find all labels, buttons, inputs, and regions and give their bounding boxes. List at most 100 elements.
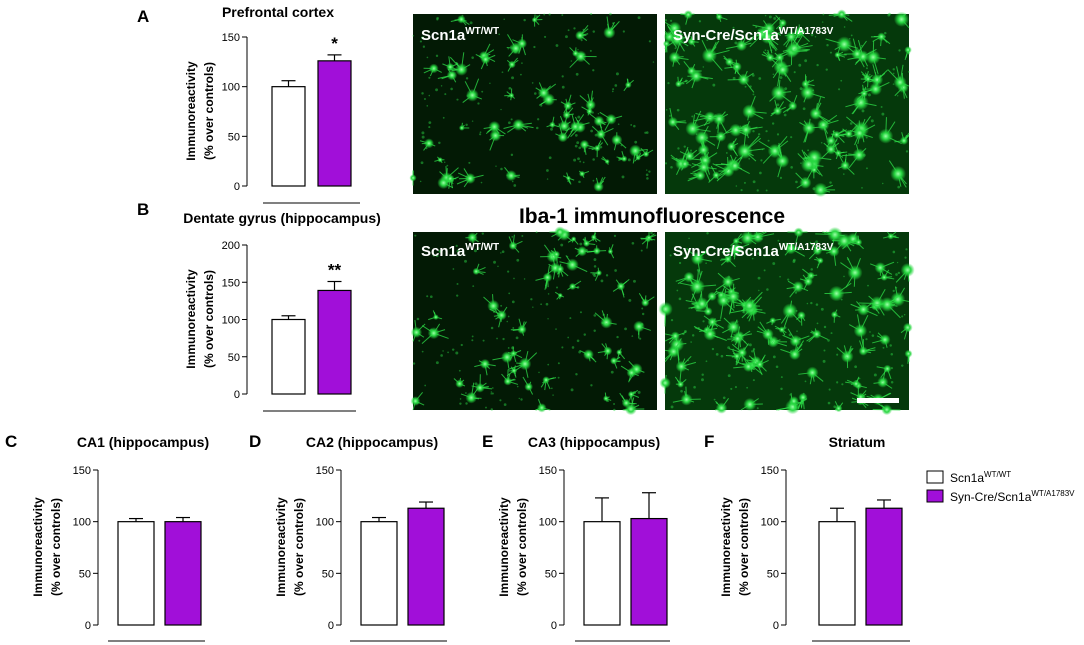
cell-body bbox=[552, 250, 561, 258]
fluorescent-speck bbox=[758, 289, 760, 292]
fluorescent-speck bbox=[669, 19, 673, 22]
cell-body bbox=[729, 123, 743, 137]
fluorescent-speck bbox=[624, 327, 627, 331]
fluorescent-speck bbox=[670, 405, 674, 409]
fluorescent-speck bbox=[637, 16, 641, 20]
fluorescent-speck bbox=[796, 330, 798, 332]
cell-body bbox=[772, 106, 783, 116]
fluorescent-speck bbox=[678, 261, 682, 265]
fluorescent-speck bbox=[456, 294, 459, 297]
cell-body bbox=[555, 264, 565, 274]
y-tick-label: 0 bbox=[85, 620, 91, 632]
fluorescent-speck bbox=[764, 254, 767, 257]
cell-body bbox=[803, 276, 813, 287]
fluorescent-speck bbox=[537, 118, 540, 121]
fluorescent-speck bbox=[870, 119, 874, 123]
fluorescent-speck bbox=[602, 313, 605, 317]
cell-body bbox=[542, 376, 550, 384]
fluorescent-speck bbox=[429, 328, 433, 332]
cell-body bbox=[715, 402, 728, 414]
fluorescent-speck bbox=[689, 149, 693, 152]
cell-body bbox=[518, 357, 532, 371]
fluorescent-speck bbox=[836, 353, 839, 356]
fluorescent-speck bbox=[426, 295, 429, 298]
cell-body bbox=[732, 333, 743, 344]
bar-control bbox=[271, 86, 306, 187]
fluorescent-speck bbox=[593, 314, 597, 317]
fluorescent-speck bbox=[530, 298, 533, 301]
fluorescent-speck bbox=[682, 332, 685, 336]
y-axis-label: Immunoreactivity bbox=[184, 61, 198, 161]
fluorescent-speck bbox=[727, 346, 731, 349]
fluorescent-speck bbox=[507, 270, 510, 273]
cell-body bbox=[667, 116, 679, 128]
fluorescent-speck bbox=[498, 33, 501, 36]
cell-body bbox=[569, 121, 581, 132]
chart-ca2: CA2 (hippocampus) Immunoreactivity (% over… bbox=[274, 434, 447, 642]
fluorescent-speck bbox=[456, 249, 460, 253]
fluorescent-speck bbox=[815, 303, 819, 306]
fluorescent-speck bbox=[779, 29, 782, 32]
fluorescent-speck bbox=[555, 328, 557, 330]
fluorescent-speck bbox=[440, 85, 443, 87]
cell-body bbox=[762, 328, 774, 341]
fluorescent-speck bbox=[732, 348, 735, 351]
cell-body bbox=[735, 39, 748, 52]
fluorescent-speck bbox=[680, 160, 683, 163]
fluorescent-speck bbox=[851, 268, 855, 271]
fluorescent-speck bbox=[630, 369, 633, 372]
fluorescent-speck bbox=[757, 276, 761, 280]
y-tick-label: 200 bbox=[222, 240, 240, 252]
cell-body bbox=[788, 396, 799, 407]
significance-marker: * bbox=[331, 34, 338, 53]
fluorescent-speck bbox=[684, 255, 687, 258]
fluorescent-speck bbox=[712, 83, 716, 87]
fluorescent-speck bbox=[733, 333, 735, 336]
fluorescent-speck bbox=[535, 231, 538, 234]
fluorescent-speck bbox=[735, 185, 738, 187]
fluorescent-speck bbox=[593, 274, 597, 278]
fluorescent-speck bbox=[806, 128, 809, 131]
cell-body bbox=[437, 157, 443, 163]
fluorescent-speck bbox=[758, 77, 762, 80]
fluorescent-speck bbox=[715, 402, 718, 405]
fluorescent-speck bbox=[646, 177, 649, 180]
fluorescent-speck bbox=[804, 59, 808, 63]
fluorescent-speck bbox=[734, 41, 738, 45]
cell-body bbox=[877, 32, 886, 42]
fluorescent-speck bbox=[817, 263, 820, 266]
fluorescent-speck bbox=[905, 248, 908, 251]
fluorescent-speck bbox=[890, 380, 894, 384]
cell-body bbox=[501, 351, 513, 364]
cell-body bbox=[558, 120, 570, 132]
cell-body bbox=[742, 298, 757, 313]
fluorescent-speck bbox=[702, 320, 705, 323]
fluorescent-speck bbox=[570, 60, 573, 62]
fluorescent-speck bbox=[550, 127, 553, 131]
cell-body bbox=[593, 144, 601, 152]
fluorescent-speck bbox=[680, 389, 683, 393]
legend: Scn1aWT/WT Syn-Cre/Scn1aWT/A1783V bbox=[926, 470, 1075, 504]
cell-body bbox=[775, 52, 785, 63]
fluorescent-speck bbox=[881, 112, 885, 116]
fluorescent-speck bbox=[702, 66, 705, 68]
fluorescent-speck bbox=[735, 320, 739, 323]
fluorescent-speck bbox=[880, 106, 883, 108]
cell-body bbox=[703, 307, 713, 316]
fluorescent-speck bbox=[455, 244, 458, 247]
fluorescent-speck bbox=[609, 12, 612, 16]
fluorescent-speck bbox=[418, 339, 421, 342]
y-axis-label: Immunoreactivity bbox=[274, 497, 288, 597]
fluorescent-speck bbox=[560, 243, 564, 247]
cell-body bbox=[675, 360, 688, 373]
y-tick-label: 100 bbox=[222, 82, 240, 94]
fluorescent-speck bbox=[574, 134, 578, 137]
fluorescent-speck bbox=[480, 181, 483, 184]
panel-letter-d: D bbox=[249, 432, 261, 451]
fluorescent-speck bbox=[727, 374, 731, 378]
cell-body bbox=[457, 15, 466, 24]
cell-body bbox=[826, 135, 837, 146]
fluorescent-speck bbox=[412, 34, 415, 37]
fluorescent-speck bbox=[513, 184, 517, 187]
fluorescent-speck bbox=[582, 161, 585, 164]
